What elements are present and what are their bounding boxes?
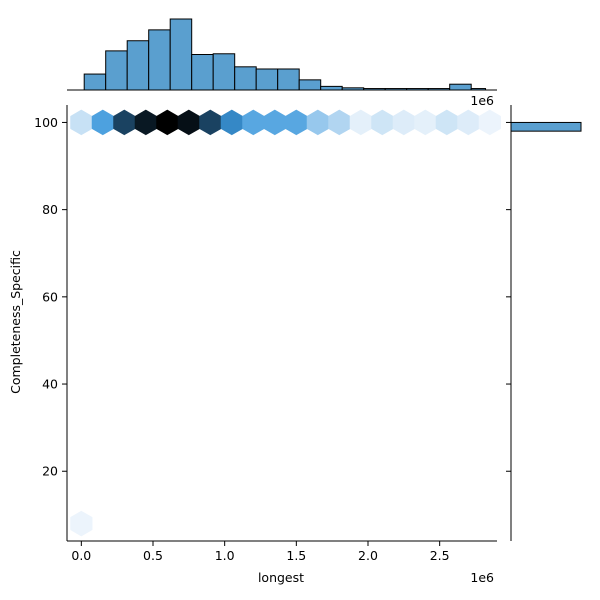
x-tick-label: 1.5 xyxy=(286,548,306,563)
hexbin-cell xyxy=(435,109,458,136)
x-axis-label: longest xyxy=(258,570,304,585)
top-histogram-bar xyxy=(126,40,150,91)
hexbin-cell xyxy=(242,109,265,136)
x-tick-label: 0.5 xyxy=(143,548,163,563)
top-histogram-bar xyxy=(83,73,107,91)
hexbin-cell xyxy=(70,510,93,537)
hexbin-cell xyxy=(328,109,351,136)
hexbin-cell xyxy=(371,109,394,136)
hexbin-cell xyxy=(414,109,437,136)
top-histogram-bar xyxy=(255,68,279,91)
x-axis-offset-label: 1e6 xyxy=(470,570,494,585)
hexbin-cell xyxy=(177,109,200,136)
top-histogram-offset-label: 1e6 xyxy=(470,93,494,108)
x-tick-label: 2.5 xyxy=(430,548,450,563)
x-tick-label: 2.0 xyxy=(358,548,378,563)
top-histogram-bar xyxy=(298,79,322,91)
top-histogram-bar xyxy=(320,85,343,91)
hexbin-cell xyxy=(263,109,286,136)
top-histogram-bar xyxy=(169,18,193,91)
y-tick-label: 100 xyxy=(34,115,58,130)
y-tick-label: 40 xyxy=(42,377,58,392)
hexbin-cell xyxy=(113,109,136,136)
hexbin-cell xyxy=(349,109,372,136)
x-tick-label: 0.0 xyxy=(71,548,91,563)
y-tick-label: 20 xyxy=(42,464,58,479)
hexbin-layer xyxy=(70,109,501,537)
y-axis-label: Completeness_Specific xyxy=(8,250,23,394)
right-histogram-bar xyxy=(510,121,582,132)
top-histogram-bar xyxy=(234,66,257,91)
hexbin-cell xyxy=(134,109,157,136)
top-histogram-bar xyxy=(148,29,171,91)
top-marginal-histogram xyxy=(67,18,497,91)
top-histogram-bar xyxy=(449,83,472,91)
top-histogram-bar xyxy=(191,54,214,91)
x-tick-label: 1.0 xyxy=(215,548,235,563)
hexbin-cell xyxy=(457,109,480,136)
top-histogram-bar xyxy=(105,50,128,91)
hexbin-cell xyxy=(478,109,501,136)
hexbin-cell xyxy=(70,109,93,136)
y-tick-label: 80 xyxy=(42,202,58,217)
hexbin-cell xyxy=(199,109,222,136)
hexbin-cell xyxy=(156,109,179,136)
top-histogram-bar xyxy=(212,53,236,91)
hexbin-cell xyxy=(91,109,114,136)
y-tick-label: 60 xyxy=(42,289,58,304)
right-marginal-histogram xyxy=(506,105,582,541)
hexbin-cell xyxy=(285,109,308,136)
hexbin-cell xyxy=(392,109,415,136)
hexbin-cell xyxy=(220,109,243,136)
axes-layer: 0.0 0.5 1.0 1.5 2.0 2.5 20 40 60 80 100 xyxy=(34,105,497,563)
hexbin-cell xyxy=(306,109,329,136)
top-histogram-bar xyxy=(277,68,300,91)
